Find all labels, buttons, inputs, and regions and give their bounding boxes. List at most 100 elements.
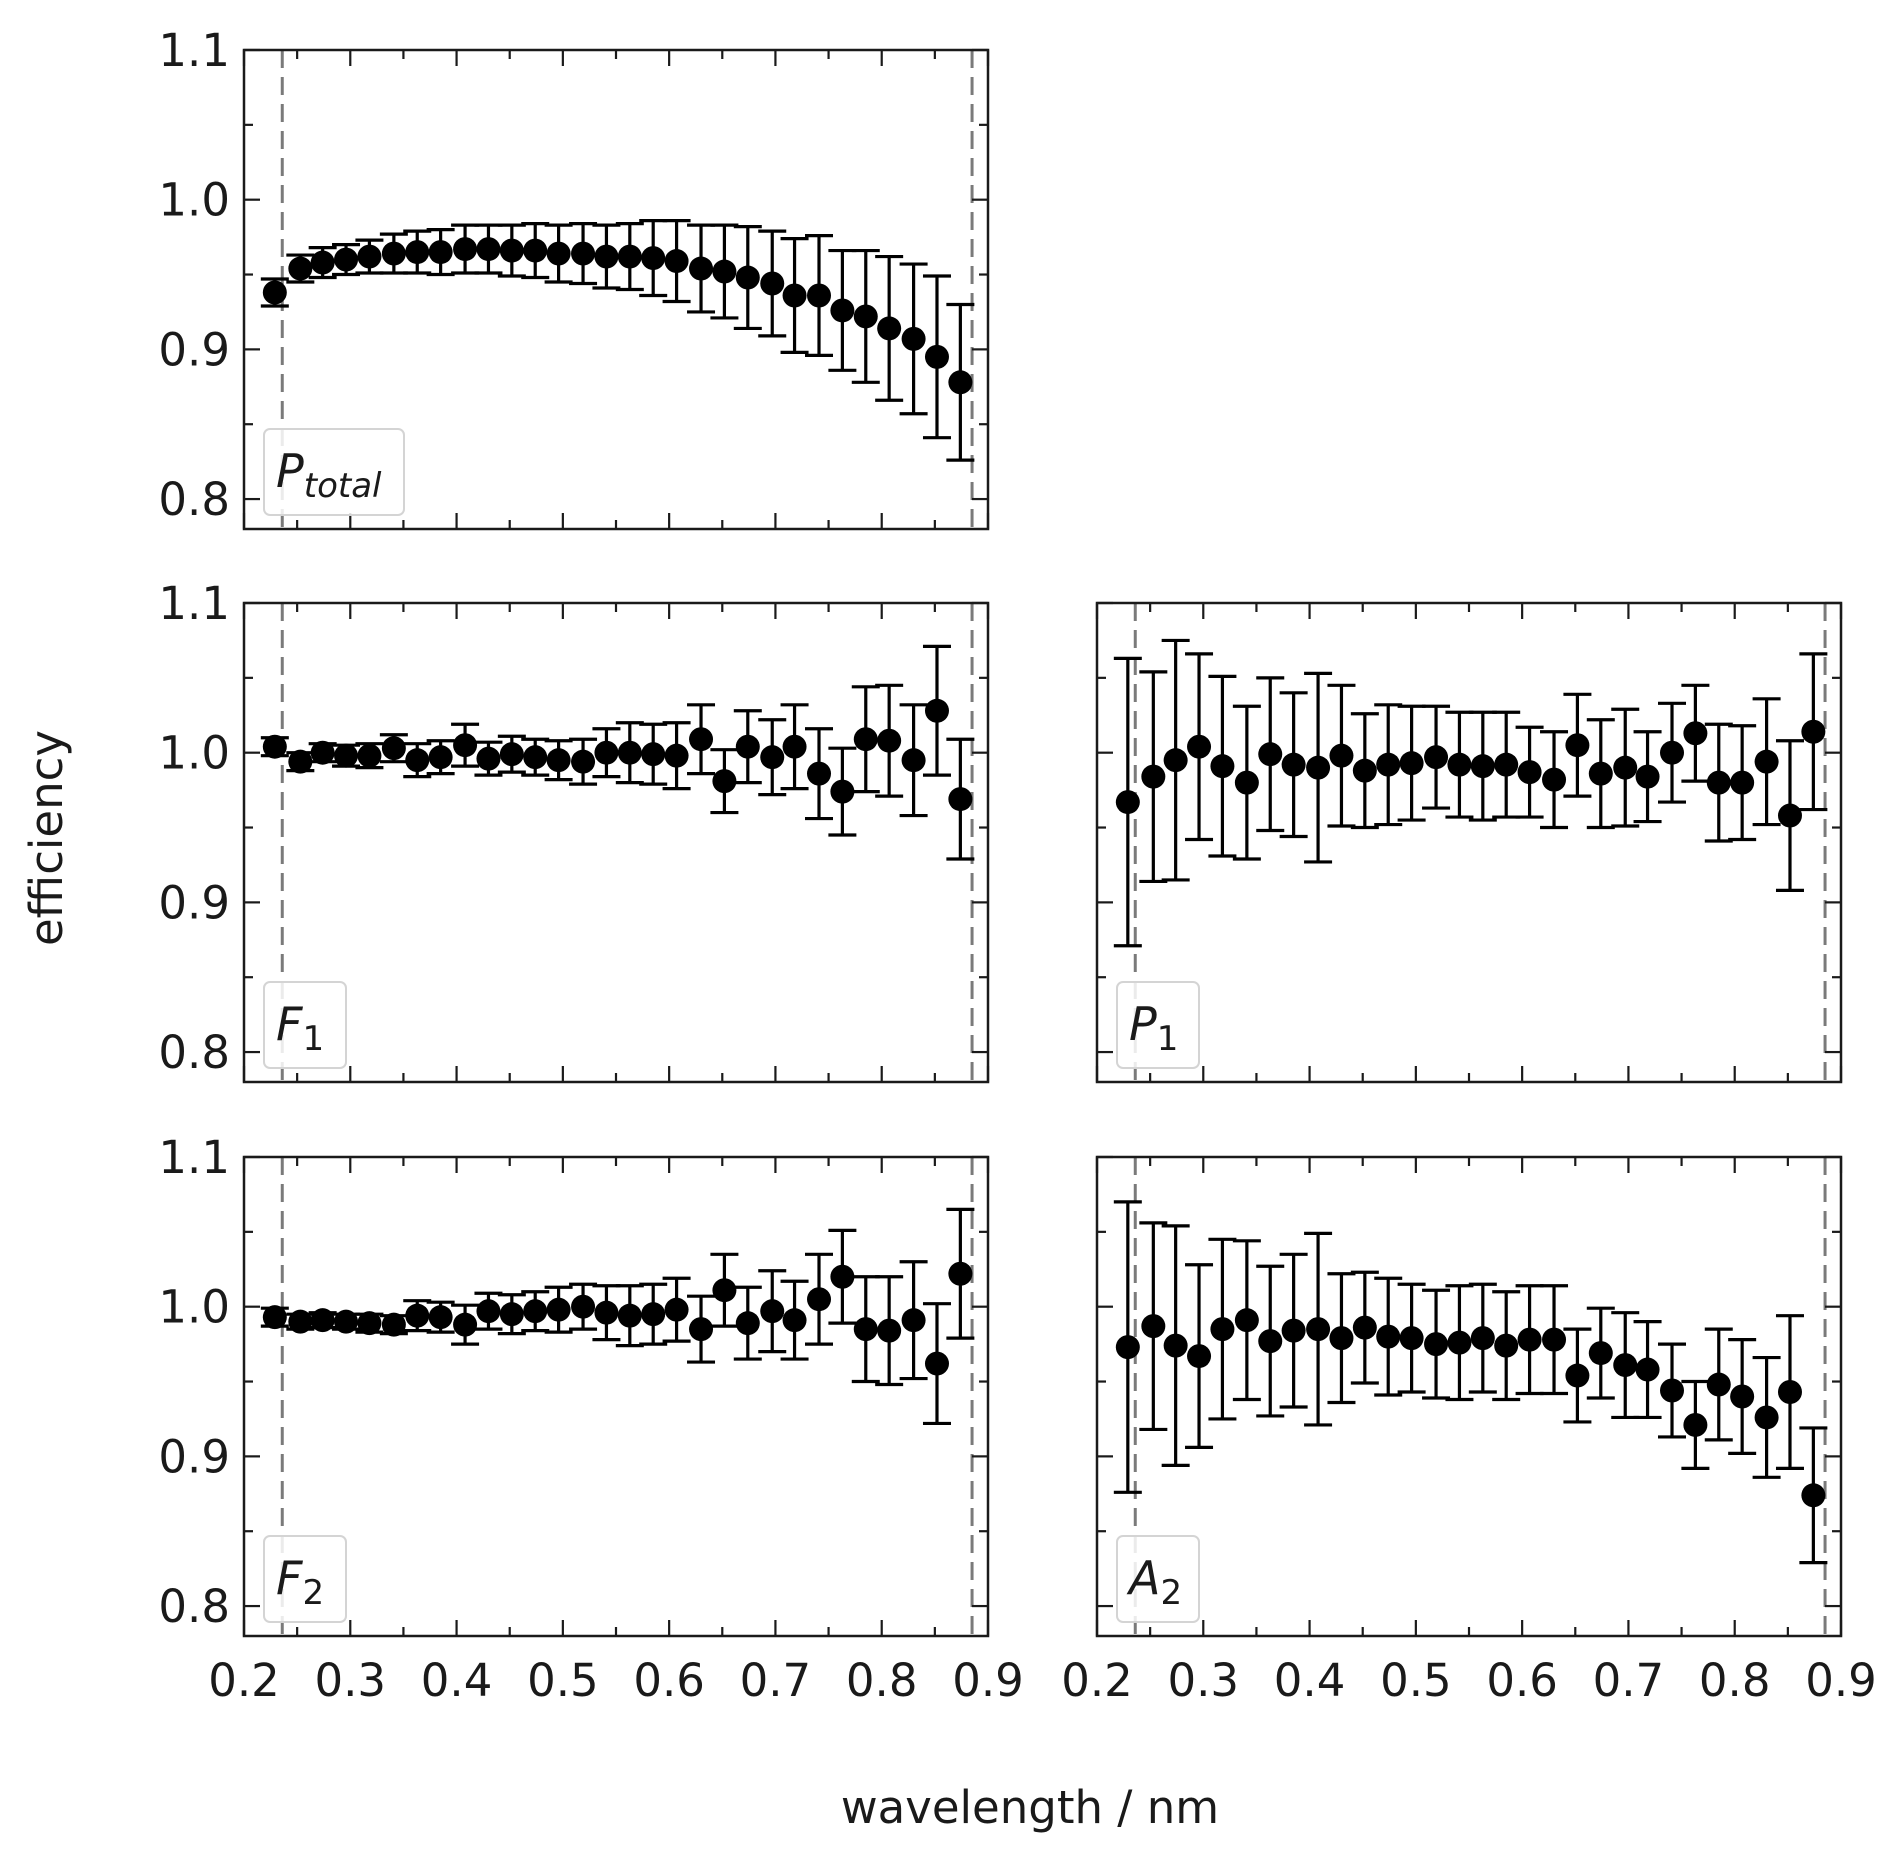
data-point [1281, 752, 1306, 777]
data-point [853, 727, 878, 752]
subplot-p-total: 0.8 0.9 1.0 1.1 Ptotal [158, 24, 990, 531]
data-point [1163, 1333, 1188, 1358]
data-point [1635, 764, 1660, 789]
data-point [1494, 1333, 1519, 1358]
data-point [594, 244, 619, 269]
data-point [924, 344, 949, 369]
legend-label: Ptotal [263, 428, 405, 516]
x-axis-title: wavelength / nm [841, 1781, 1219, 1834]
x-tick-label: 0.6 [633, 1654, 705, 1707]
data-point [1660, 1378, 1685, 1403]
data-point [357, 1311, 382, 1336]
legend-label: A2 [1116, 1535, 1200, 1623]
axes-frame [242, 601, 990, 1084]
data-point [1801, 1483, 1826, 1508]
data-point [1613, 755, 1638, 780]
y-tick-label: 0.9 [158, 876, 230, 929]
data-point [1542, 1327, 1567, 1352]
data-point [334, 743, 359, 768]
data-point [1306, 755, 1331, 780]
data-point [1399, 1326, 1424, 1351]
data-point [1352, 758, 1377, 783]
data-point [594, 1300, 619, 1325]
data-point [617, 740, 642, 765]
data-point [807, 283, 832, 308]
legend-symbol: F [276, 1551, 303, 1605]
data-point [428, 1305, 453, 1330]
data-point [546, 1297, 571, 1322]
data-point [499, 1302, 524, 1327]
y-tick-label: 1.0 [158, 174, 230, 227]
x-tick-label: 0.2 [1061, 1654, 1133, 1707]
data-point [1376, 752, 1401, 777]
x-tick-label: 0.6 [1486, 1654, 1558, 1707]
data-point [1258, 1329, 1283, 1354]
data-point [1234, 1308, 1259, 1333]
data-point [1706, 1372, 1731, 1397]
y-tick-label: 1.1 [158, 577, 230, 630]
data-point [617, 1303, 642, 1328]
legend-subscript: 1 [1157, 1019, 1179, 1059]
legend-label: F1 [263, 981, 347, 1069]
data-point [853, 1317, 878, 1342]
legend-subscript: 2 [302, 1573, 324, 1613]
x-tick-label: 0.5 [1380, 1654, 1452, 1707]
legend-text: A2 [1126, 1551, 1182, 1613]
data-point [1281, 1318, 1306, 1343]
data-point [924, 698, 949, 723]
x-tick-label: 0.4 [421, 1654, 493, 1707]
legend-box [1116, 1535, 1200, 1623]
legend-symbol: A [1126, 1551, 1160, 1605]
data-point [664, 1297, 689, 1322]
data-point [499, 238, 524, 263]
data-point [571, 241, 596, 266]
data-point [1376, 1324, 1401, 1349]
data-point [1329, 743, 1354, 768]
data-point [1777, 803, 1802, 828]
data-point [334, 1309, 359, 1334]
data-point [381, 1312, 406, 1337]
data-point [1565, 1363, 1590, 1388]
x-tick-label: 0.3 [314, 1654, 386, 1707]
x-tick-label: 0.9 [1805, 1654, 1877, 1707]
data-point [641, 1302, 666, 1327]
data-point [948, 370, 973, 395]
axes-frame [1095, 1155, 1843, 1638]
data-point [523, 745, 548, 770]
data-point [689, 727, 714, 752]
data-point [735, 265, 760, 290]
legend-text: P1 [1129, 997, 1178, 1059]
x-tick-label: 0.7 [740, 1654, 812, 1707]
legend-box [263, 428, 405, 516]
legend-symbol: P [276, 444, 304, 498]
data-point [1588, 761, 1613, 786]
data-point [310, 740, 335, 765]
data-point [689, 1317, 714, 1342]
data-point [453, 1312, 478, 1337]
y-tick-label: 1.1 [158, 1131, 230, 1184]
data-point [782, 1308, 807, 1333]
data-point [735, 1311, 760, 1336]
legend-box [263, 981, 347, 1069]
data-point [1706, 770, 1731, 795]
data-point [1588, 1341, 1613, 1366]
legend-text: Ptotal [276, 444, 382, 506]
data-point [523, 238, 548, 263]
data-point [1210, 754, 1235, 779]
y-tick-label: 1.0 [158, 727, 230, 780]
data-point [523, 1299, 548, 1324]
data-point [760, 271, 785, 296]
data-point [901, 1308, 926, 1333]
legend-symbol: P [1129, 997, 1157, 1051]
data-point [262, 280, 287, 305]
data-point [1754, 749, 1779, 774]
data-point [641, 742, 666, 767]
data-point [428, 240, 453, 265]
data-point [712, 1278, 737, 1303]
data-point [1329, 1326, 1354, 1351]
data-point [428, 745, 453, 770]
data-point [1210, 1317, 1235, 1342]
legend-subscript: 1 [302, 1019, 324, 1059]
